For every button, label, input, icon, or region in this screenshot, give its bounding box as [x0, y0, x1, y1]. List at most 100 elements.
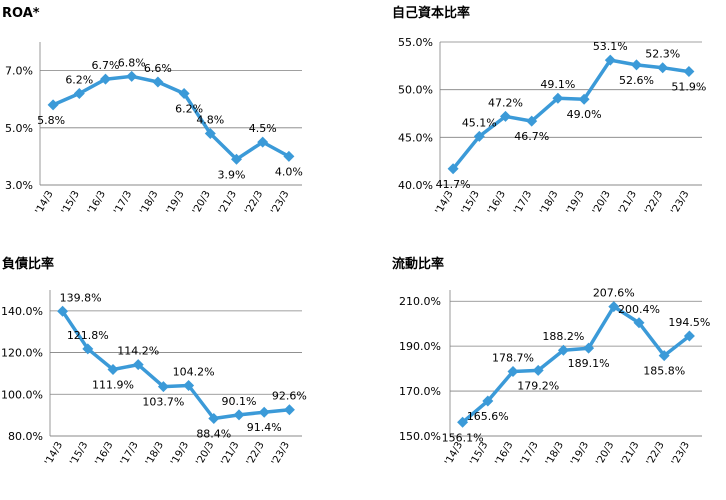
- data-point-marker: [532, 364, 544, 376]
- data-point-marker: [208, 412, 220, 424]
- data-point-marker: [233, 409, 245, 421]
- data-label: 4.8%: [196, 114, 224, 127]
- data-point-marker: [631, 59, 642, 71]
- data-label: 6.2%: [65, 73, 93, 86]
- data-point-marker: [526, 115, 538, 127]
- data-label: 47.2%: [488, 96, 523, 109]
- data-point-marker: [100, 73, 111, 85]
- data-label: 185.8%: [643, 365, 685, 378]
- data-label: 49.1%: [540, 78, 575, 91]
- x-tick-label: '22/3: [643, 189, 665, 216]
- chart-title: 流動比率: [392, 256, 444, 272]
- x-tick-label: '22/3: [645, 440, 667, 467]
- data-label: 194.5%: [668, 316, 710, 329]
- x-tick-label: '14/3: [43, 440, 65, 467]
- data-label: 139.8%: [60, 291, 102, 304]
- data-point-marker: [132, 359, 144, 371]
- x-tick-label: '21/3: [219, 440, 241, 467]
- x-tick-label: '17/3: [119, 440, 141, 467]
- x-tick-label: '19/3: [165, 189, 187, 216]
- data-label: 6.6%: [144, 62, 172, 75]
- x-tick-label: '19/3: [565, 189, 587, 216]
- x-tick-label: '22/3: [243, 189, 265, 216]
- chart-2: 自己資本比率 40.0% 45.0% 50.0% 55.0% '14/3'15/3'16/…: [392, 5, 706, 216]
- data-point-marker: [608, 301, 620, 313]
- x-tick-label: '16/3: [93, 440, 115, 467]
- data-label: 3.9%: [218, 168, 246, 181]
- data-label: 92.6%: [272, 390, 307, 403]
- y-tick-label: 40.0%: [398, 179, 433, 192]
- data-label: 200.4%: [618, 303, 660, 316]
- data-point-marker: [578, 93, 590, 105]
- x-tick-label: '21/3: [619, 440, 641, 467]
- x-tick-label: '23/3: [269, 189, 291, 216]
- y-tick-label: 100.0%: [1, 388, 43, 401]
- data-label: 188.2%: [542, 330, 584, 343]
- y-tick-label: 55.0%: [398, 36, 433, 49]
- series-line: [51, 74, 291, 162]
- y-tick-label: 50.0%: [398, 84, 433, 97]
- data-label: 104.2%: [173, 366, 215, 379]
- data-point-marker: [82, 343, 94, 355]
- chart-3: 負債比率 80.0% 100.0% 120.0% 140.0% '14/3'15/3'16…: [1, 256, 307, 467]
- data-label: 207.6%: [593, 287, 635, 300]
- data-label: 41.7%: [436, 178, 471, 191]
- data-point-marker: [457, 416, 469, 428]
- data-point-marker: [557, 344, 569, 356]
- data-point-marker: [552, 92, 564, 104]
- data-label: 51.9%: [671, 81, 706, 94]
- x-tick-label: '15/3: [60, 189, 82, 216]
- y-tick-label: 150.0%: [399, 430, 441, 443]
- y-tick-label: 170.0%: [399, 385, 441, 398]
- data-point-marker: [183, 380, 195, 392]
- x-tick-label: '18/3: [138, 189, 160, 216]
- data-point-marker: [231, 153, 242, 165]
- data-label: 91.4%: [247, 421, 282, 434]
- data-point-marker: [47, 99, 59, 111]
- data-label: 90.1%: [222, 395, 257, 408]
- data-point-marker: [257, 136, 269, 148]
- x-tick-label: '17/3: [112, 189, 134, 216]
- chart-4: 流動比率150.0%170.0%190.0%210.0%'14/3'15/3'1…: [392, 256, 710, 467]
- data-point-marker: [500, 110, 511, 122]
- data-label: 45.1%: [462, 116, 497, 129]
- x-tick-label: '15/3: [460, 189, 482, 216]
- y-tick-label: 120.0%: [1, 347, 43, 360]
- data-label: 4.0%: [275, 165, 303, 178]
- x-tick-label: '20/3: [194, 440, 216, 467]
- data-point-marker: [633, 317, 645, 329]
- data-label: 103.7%: [142, 396, 184, 409]
- data-label: 189.1%: [568, 357, 610, 370]
- data-label: 53.1%: [593, 40, 628, 53]
- chart-title: ROA*: [2, 6, 40, 21]
- x-tick-label: '20/3: [191, 189, 213, 216]
- data-label: 49.0%: [567, 108, 602, 121]
- x-tick-label: '14/3: [434, 189, 456, 216]
- data-label: 6.7%: [92, 59, 120, 72]
- data-label: 6.2%: [175, 102, 203, 115]
- data-point-marker: [283, 150, 295, 162]
- x-tick-label: '21/3: [617, 189, 639, 216]
- data-label: 6.8%: [118, 56, 146, 69]
- y-tick-label: 3.0%: [5, 179, 33, 192]
- x-tick-label: '18/3: [144, 440, 166, 467]
- data-label: 179.2%: [517, 379, 559, 392]
- data-label: 121.8%: [67, 329, 109, 342]
- data-point-marker: [126, 70, 138, 82]
- data-label: 156.1%: [442, 431, 484, 444]
- data-point-marker: [107, 363, 119, 375]
- data-point-marker: [604, 54, 616, 66]
- data-point-marker: [658, 350, 670, 362]
- data-point-marker: [204, 128, 216, 140]
- data-label: 114.2%: [117, 345, 159, 358]
- y-tick-label: 210.0%: [399, 295, 441, 308]
- y-tick-label: 140.0%: [1, 305, 43, 318]
- x-tick-label: '16/3: [86, 189, 108, 216]
- data-point-marker: [683, 330, 695, 342]
- x-tick-label: '18/3: [544, 440, 566, 467]
- data-label: 165.6%: [467, 410, 509, 423]
- data-point-marker: [57, 305, 69, 317]
- x-tick-label: '16/3: [493, 440, 515, 467]
- x-tick-label: '16/3: [486, 189, 508, 216]
- x-tick-label: '21/3: [217, 189, 239, 216]
